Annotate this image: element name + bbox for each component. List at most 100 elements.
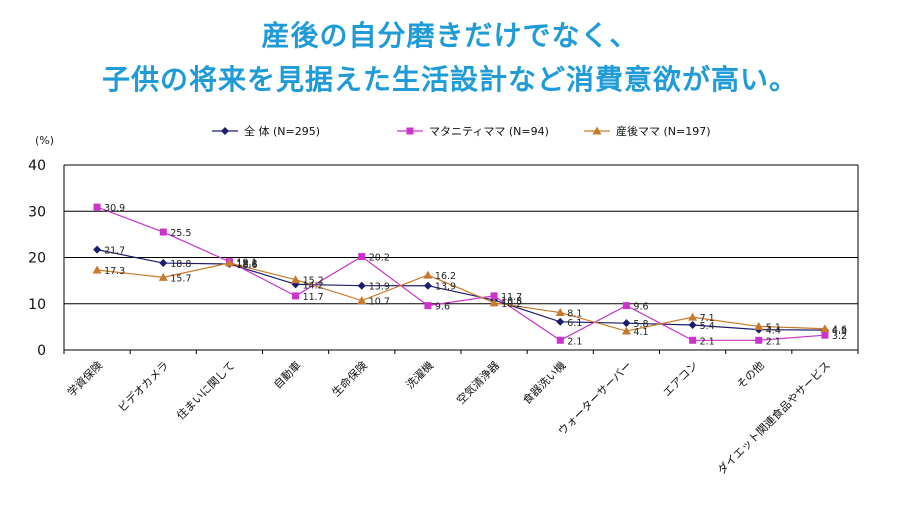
data-label: 15.7 <box>170 273 191 284</box>
legend-label: 全 体 (N=295) <box>244 124 320 138</box>
gridlines <box>63 164 859 351</box>
data-point <box>92 265 102 274</box>
series-line-2 <box>97 262 825 332</box>
x-tick-label: ダイエット関連食品やサービス <box>714 358 833 477</box>
data-label: 5.8 <box>633 319 648 330</box>
data-point <box>358 253 366 261</box>
data-point <box>423 281 432 290</box>
y-axis-label: (%) <box>35 134 54 147</box>
data-label: 3.2 <box>832 331 847 342</box>
data-label: 9.6 <box>633 302 648 313</box>
data-point <box>159 259 168 268</box>
data-label: 10.8 <box>501 296 522 307</box>
data-point <box>490 292 498 300</box>
data-label: 11.7 <box>501 292 522 303</box>
x-tick-label: 住まいに関して <box>173 358 237 422</box>
x-tick-label: その他 <box>734 359 767 392</box>
x-tick-label: 空気清浄器 <box>453 358 502 407</box>
x-tick-label: 洗濯機 <box>403 358 436 391</box>
data-point <box>93 203 101 211</box>
x-tick-label: ビデオカメラ <box>115 358 172 415</box>
y-axis-ticks: 0 10 20 30 40 <box>28 158 46 359</box>
y-tick-label: 20 <box>28 251 46 267</box>
data-point <box>159 228 167 236</box>
data-labels: 21.718.8 18.614.2 13.9 13.910.86.1 5.8 5.4 4.4… <box>104 203 847 347</box>
data-label: 5.4 <box>700 321 715 332</box>
y-tick-label: 10 <box>28 297 46 313</box>
data-label: 19.1 <box>236 258 257 269</box>
series-line-0 <box>96 249 825 331</box>
data-point <box>622 319 631 328</box>
data-point <box>224 258 234 267</box>
data-label: 15.2 <box>303 276 324 287</box>
data-point <box>755 336 763 344</box>
series-line-1 <box>96 206 825 341</box>
data-label: 2.1 <box>766 336 781 347</box>
data-label: 18.6 <box>236 260 257 271</box>
headline-line-1: 産後の自分磨きだけでなく、 <box>261 19 639 52</box>
data-label: 14.2 <box>303 280 324 291</box>
data-label: 7.1 <box>700 313 715 324</box>
data-point <box>357 281 366 290</box>
x-tick-label: エアコン <box>660 359 700 399</box>
data-label: 2.1 <box>700 336 715 347</box>
data-label: 21.7 <box>104 246 125 257</box>
data-point <box>688 321 697 330</box>
chart-legend: 全 体 (N=295) マタニティママ (N=94) 産後ママ (N=197) <box>212 124 711 138</box>
x-axis-ticks: 学資保険 ビデオカメラ 住まいに関して 自動車 生命保険 洗濯機 空気清浄器 食器洗い機ウォー… <box>63 350 859 477</box>
data-label: 18.8 <box>170 259 191 270</box>
x-tick-label: 食器洗い機 <box>520 358 569 407</box>
data-label: 30.9 <box>104 203 125 214</box>
data-point <box>357 296 367 305</box>
data-label: 5.1 <box>766 322 781 333</box>
x-tick-label: 生命保険 <box>329 358 370 399</box>
data-point <box>688 312 698 321</box>
y-tick-label: 0 <box>37 343 46 359</box>
data-label: 16.2 <box>435 271 456 282</box>
data-point <box>158 272 168 281</box>
data-label: 25.5 <box>170 228 191 239</box>
data-label: 20.2 <box>369 253 390 264</box>
y-tick-label: 40 <box>28 158 46 174</box>
data-label: 4.4 <box>766 326 781 337</box>
data-point <box>291 275 301 284</box>
y-tick-label: 30 <box>28 204 46 220</box>
data-label: 8.1 <box>567 309 582 320</box>
data-point <box>556 317 565 326</box>
series-lines <box>92 203 830 344</box>
data-point <box>93 245 102 254</box>
headline-line-2: 子供の将来を見据えた生活設計など消費意欲が高い。 <box>101 63 798 96</box>
data-point <box>820 324 830 333</box>
data-point <box>555 308 565 317</box>
legend-label: 産後ママ (N=197) <box>616 124 711 138</box>
x-tick-label: 自動車 <box>270 358 303 391</box>
data-label: 4.1 <box>633 327 648 338</box>
data-label: 6.1 <box>567 318 582 329</box>
legend-marker-2 <box>592 126 602 135</box>
data-point <box>821 331 829 339</box>
data-label: 4.6 <box>832 325 847 336</box>
data-label: 13.9 <box>435 282 456 293</box>
legend-label: マタニティママ (N=94) <box>429 125 549 138</box>
x-tick-label: ウォーターサーバー <box>556 359 635 438</box>
data-point <box>689 336 697 344</box>
data-label: 17.3 <box>104 266 125 277</box>
data-point <box>622 302 630 310</box>
data-label: 10.2 <box>501 299 522 310</box>
data-point <box>556 336 564 344</box>
data-label: 18.8 <box>236 259 257 270</box>
data-point <box>292 292 300 300</box>
data-label: 10.7 <box>369 297 390 308</box>
x-tick-label: 学資保険 <box>64 358 105 399</box>
data-point <box>424 302 432 310</box>
data-label: 11.7 <box>303 292 324 303</box>
legend-marker-0 <box>221 127 229 135</box>
data-point <box>754 321 764 330</box>
data-label: 13.9 <box>369 282 390 293</box>
data-point <box>489 298 499 307</box>
data-label: 4.3 <box>832 326 847 337</box>
data-point <box>423 270 433 279</box>
legend-marker-1 <box>406 127 414 135</box>
data-label: 9.6 <box>435 302 450 313</box>
